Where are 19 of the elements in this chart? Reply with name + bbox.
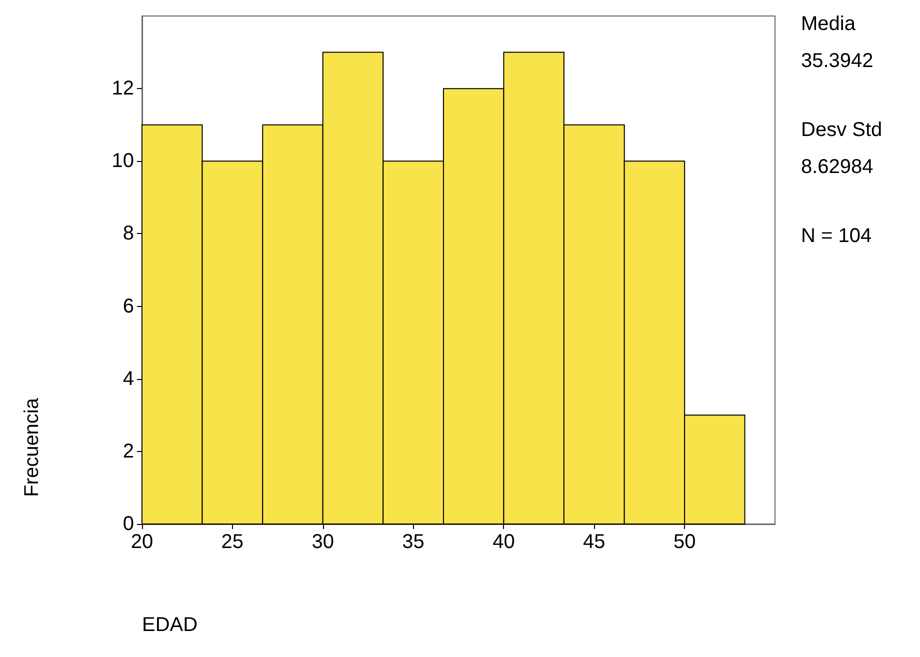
- y-tick-label: 2: [122, 440, 134, 462]
- x-tick-label: 35: [402, 531, 424, 553]
- text: 8.62984: [801, 156, 874, 178]
- x-axis-title: EDAD: [142, 614, 198, 636]
- text: Media: [801, 13, 856, 35]
- y-tick-label: 4: [122, 368, 134, 390]
- x-tick-label: 40: [492, 531, 515, 553]
- text: N = 104: [801, 225, 872, 247]
- text: Desv Std: [801, 119, 882, 141]
- y-tick-label: 6: [122, 295, 134, 318]
- x-tick-label: 45: [583, 531, 606, 553]
- y-axis-title: Frecuencia: [21, 397, 43, 497]
- x-tick-label: 50: [673, 531, 696, 553]
- x-tick-label: 30: [312, 531, 334, 553]
- x-tick-label: 25: [221, 531, 244, 553]
- text: 35.3942: [801, 50, 874, 72]
- y-tick-label: 12: [112, 78, 134, 100]
- y-tick-label: 10: [112, 150, 134, 172]
- y-tick-label: 8: [122, 222, 134, 245]
